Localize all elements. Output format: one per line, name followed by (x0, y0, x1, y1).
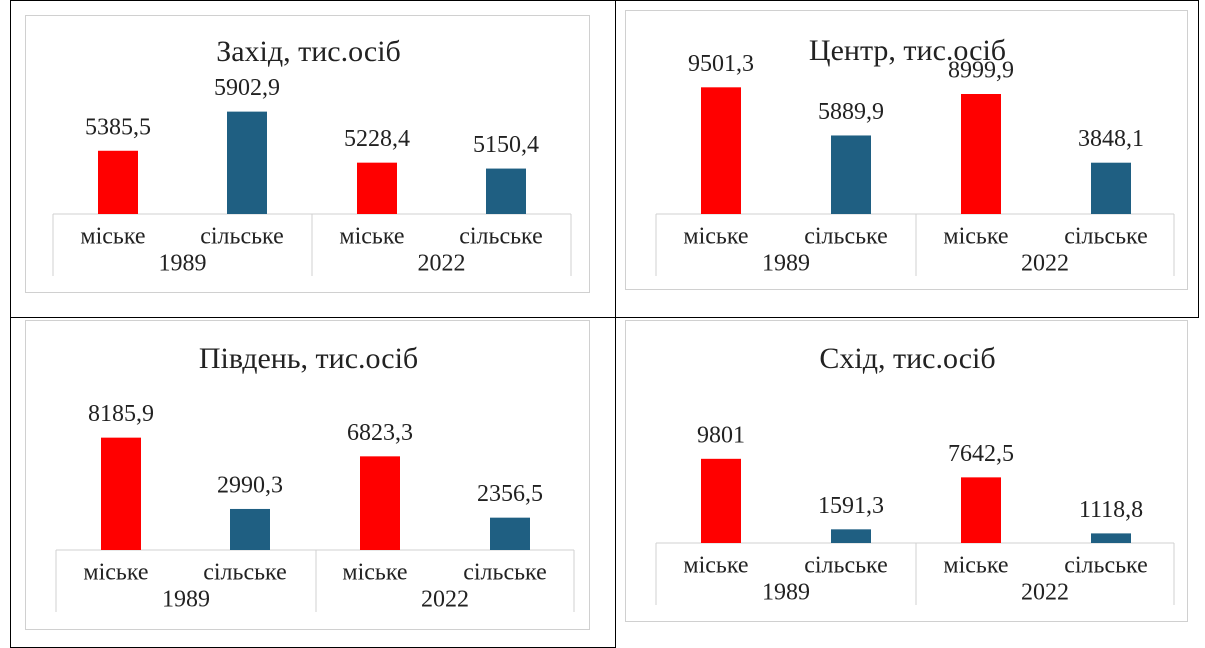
chart-title: Захід, тис.осіб (216, 35, 401, 68)
x-tick-label: міське (943, 224, 1008, 250)
value-label: 8185,9 (88, 401, 154, 427)
x-tick-label: сільське (200, 224, 284, 250)
x-tick-label: сільське (203, 560, 287, 586)
group-label: 2022 (418, 251, 466, 277)
x-tick-label: сільське (1064, 224, 1148, 250)
value-label: 7642,5 (948, 441, 1014, 467)
x-tick-label: сільське (459, 224, 543, 250)
chart-title: Центр, тис.осіб (809, 34, 1006, 67)
bar (961, 94, 1001, 214)
value-label: 6823,3 (347, 420, 413, 446)
x-tick-label: міське (339, 224, 404, 250)
value-label: 1591,3 (818, 493, 884, 519)
x-tick-label: сільське (804, 553, 888, 579)
value-label: 1118,8 (1079, 497, 1143, 523)
bar (357, 162, 397, 214)
value-label: 5150,4 (473, 132, 539, 158)
group-label: 1989 (159, 251, 207, 277)
bar (701, 87, 741, 214)
chart: Центр, тис.осіб 9501,3 міське 5889,9 сільськ… (625, 10, 1188, 290)
bar (486, 168, 526, 214)
value-label: 5385,5 (85, 114, 151, 140)
group-label: 2022 (1021, 580, 1069, 606)
group-label: 1989 (162, 587, 210, 613)
bar (1091, 533, 1131, 543)
chart: Південь, тис.осіб 8185,9 міське 2990,3 сільс… (25, 320, 590, 630)
group-label: 1989 (762, 580, 810, 606)
value-label: 9801 (697, 422, 745, 448)
value-label: 3848,1 (1078, 126, 1144, 152)
chart: Схід, тис.осіб 9801 міське 1591,3 сільське 76… (625, 320, 1188, 622)
bar (490, 517, 530, 550)
bar (961, 477, 1001, 543)
x-tick-label: міське (683, 224, 748, 250)
bar (227, 111, 267, 214)
x-tick-label: міське (683, 553, 748, 579)
bar (360, 456, 400, 550)
x-tick-label: міське (83, 560, 148, 586)
bar (831, 135, 871, 214)
group-label: 1989 (762, 251, 810, 277)
group-label: 2022 (421, 587, 469, 613)
x-tick-label: сільське (1064, 553, 1148, 579)
group-label: 2022 (1021, 251, 1069, 277)
value-label: 2990,3 (217, 472, 283, 498)
x-tick-label: сільське (804, 224, 888, 250)
chart-title: Схід, тис.осіб (819, 342, 995, 375)
chart-title: Південь, тис.осіб (199, 342, 418, 375)
bar (831, 529, 871, 543)
bar (98, 150, 138, 214)
bar (1091, 162, 1131, 214)
bar (101, 437, 141, 550)
x-tick-label: міське (943, 553, 1008, 579)
chart: Захід, тис.осіб 5385,5 міське 5902,9 сільськ… (25, 15, 590, 293)
bar (230, 508, 270, 550)
x-tick-label: міське (80, 224, 145, 250)
x-tick-label: сільське (463, 560, 547, 586)
bar (701, 458, 741, 543)
table-cell (615, 317, 1199, 648)
value-label: 2356,5 (477, 481, 543, 507)
value-label: 5228,4 (344, 126, 410, 152)
value-label: 5889,9 (818, 99, 884, 125)
value-label: 5902,9 (214, 75, 280, 101)
value-label: 8999,9 (948, 58, 1014, 84)
x-tick-label: міське (342, 560, 407, 586)
value-label: 9501,3 (688, 51, 754, 77)
